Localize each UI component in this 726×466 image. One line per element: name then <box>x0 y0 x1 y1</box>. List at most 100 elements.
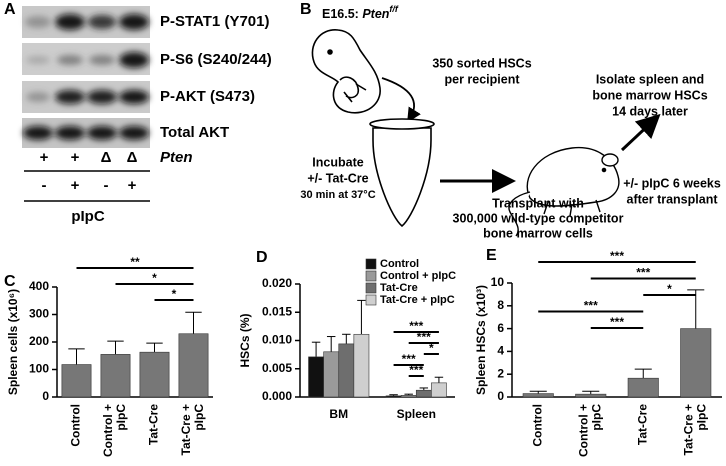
flow-text: 14 days later <box>612 104 688 118</box>
x-tick-label: Tat-Cre <box>635 404 649 445</box>
significance-label: *** <box>409 319 423 333</box>
bar <box>178 333 209 398</box>
y-tick-label: 0.010 <box>262 333 292 347</box>
significance-label: * <box>667 282 672 296</box>
treatment-mark: + <box>71 177 80 194</box>
x-tick-label: Control <box>530 404 544 447</box>
significance-label: *** <box>584 299 598 313</box>
blot-label: P-AKT (S473) <box>160 88 255 105</box>
bar <box>431 382 447 398</box>
stage: E16.5: Ptenf/f <box>322 4 399 21</box>
genotype: Pten <box>362 7 389 21</box>
x-tick-label: pIpC <box>694 404 708 431</box>
legend-swatch <box>365 294 377 306</box>
bar <box>415 389 432 398</box>
panel-label: C <box>4 273 16 290</box>
panel-label: D <box>256 249 268 266</box>
y-tick-label: 0.005 <box>262 361 292 375</box>
y-tick-label: 400 <box>29 279 49 293</box>
legend-label: Tat-Cre <box>380 282 418 294</box>
flow-text: Incubate <box>312 155 363 169</box>
bar <box>400 395 417 398</box>
tube <box>369 118 435 228</box>
x-tick-label: Tat-Cre + <box>681 404 695 455</box>
x-tick-label: Control <box>69 404 83 447</box>
treatment-mark: - <box>42 177 47 194</box>
flow-text: after transplant <box>627 192 719 206</box>
y-tick-label: 6 <box>497 321 504 335</box>
flow-text: 300,000 wild-type competitor <box>453 211 624 225</box>
mouse <box>508 146 620 237</box>
bar <box>323 351 340 398</box>
flow-note: 30 min at 37°C <box>300 189 375 201</box>
significance-label: *** <box>610 315 624 329</box>
y-tick-label: 100 <box>29 362 49 376</box>
significance-label: * <box>172 287 177 301</box>
y-tick-label: 8 <box>497 298 504 312</box>
significance-label: *** <box>610 249 624 263</box>
genotype-label: Pten <box>160 149 193 166</box>
legend-label: Control <box>380 258 419 270</box>
arrow <box>381 77 421 123</box>
genotype-mark: Δ <box>101 149 112 166</box>
legend-label: Tat-Cre + pIpC <box>380 294 455 306</box>
significance-label: *** <box>409 363 423 377</box>
significance-label: * <box>152 271 157 285</box>
genotype-sup: f/f <box>389 4 398 14</box>
significance-label: *** <box>636 266 650 280</box>
x-tick-label: Tat-Cre + <box>179 404 193 455</box>
legend-swatch <box>365 270 377 282</box>
flow-text: +/- Tat-Cre <box>307 171 368 185</box>
y-tick-label: 0 <box>497 389 504 403</box>
x-tick-label: pIpC <box>589 404 603 431</box>
significance-label: ** <box>130 255 140 269</box>
arrow <box>620 113 661 152</box>
x-tick-label: Control + <box>576 404 590 457</box>
y-tick-label: 0.000 <box>262 389 292 403</box>
y-tick-label: 10 <box>491 275 505 289</box>
treatment-label: pIpC <box>71 208 104 225</box>
bar <box>61 364 92 398</box>
x-tick-label: Spleen <box>397 407 436 421</box>
bar <box>627 377 659 398</box>
bar <box>353 333 370 398</box>
bar <box>308 356 324 398</box>
stage-text: E16.5: <box>322 7 362 21</box>
x-tick-label: pIpC <box>114 404 128 431</box>
bar <box>100 354 131 398</box>
blot-label: P-S6 (S240/244) <box>160 51 272 68</box>
bar <box>385 395 402 398</box>
genotype-mark: Δ <box>127 149 138 166</box>
panel-label: B <box>300 1 312 18</box>
flow-text: +/- pIpC 6 weeks <box>623 176 721 190</box>
significance-label: * <box>429 341 434 355</box>
significance-label: *** <box>417 330 431 344</box>
y-tick-label: 300 <box>29 307 49 321</box>
treatment-mark: - <box>104 177 109 194</box>
flow-text: 350 sorted HSCs <box>432 56 531 70</box>
y-tick-label: 200 <box>29 334 49 348</box>
flow-text: Isolate spleen and <box>596 72 704 86</box>
panel-label: A <box>4 1 16 18</box>
y-axis-label: Spleen cells (x10⁶) <box>6 289 20 395</box>
blot-label: P-STAT1 (Y701) <box>160 13 269 30</box>
x-tick-label: BM <box>329 407 348 421</box>
y-tick-label: 2 <box>497 366 504 380</box>
flow-text: bone marrow cells <box>483 226 593 240</box>
genotype-mark: + <box>40 149 49 166</box>
legend-swatch <box>365 282 377 294</box>
treatment-mark: + <box>128 177 137 194</box>
flow-text: Transplant with <box>492 196 584 210</box>
x-tick-label: Control + <box>101 404 115 457</box>
y-tick-label: 0 <box>42 389 49 403</box>
bar <box>139 351 170 398</box>
panel-label: E <box>486 247 497 264</box>
flow-text: per recipient <box>444 72 520 86</box>
flow-text: bone marrow HSCs <box>592 88 707 102</box>
legend-label: Control + pIpC <box>380 270 456 282</box>
y-axis-label: Spleen HSCs (x10³) <box>474 285 488 395</box>
y-tick-label: 4 <box>497 344 504 358</box>
embryo <box>311 29 381 114</box>
blot-label: Total AKT <box>160 124 229 141</box>
